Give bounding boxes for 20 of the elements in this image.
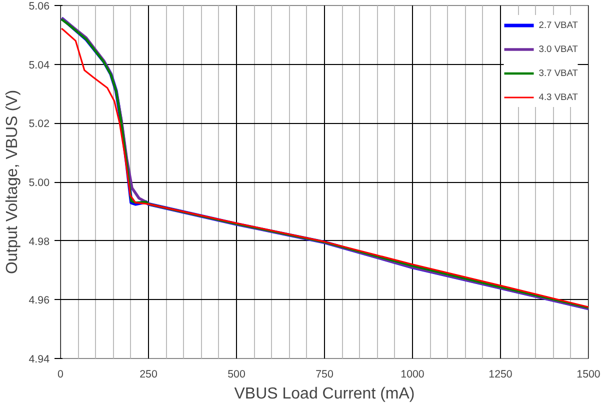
legend-label: 2.7 VBAT xyxy=(538,20,578,30)
x-tick-label: 1500 xyxy=(576,368,600,380)
x-tick-label: 500 xyxy=(228,368,246,380)
x-tick-label: 250 xyxy=(140,368,158,380)
legend-label: 4.3 VBAT xyxy=(538,92,578,102)
y-tick-label: 4.98 xyxy=(28,236,50,248)
x-tick-label: 750 xyxy=(316,368,334,380)
legend-label: 3.7 VBAT xyxy=(538,68,578,78)
y-tick-label: 5.02 xyxy=(28,118,50,130)
y-tick-label: 5.04 xyxy=(28,59,50,72)
legend-label: 3.0 VBAT xyxy=(538,44,578,54)
y-tick-label: 5.06 xyxy=(28,0,50,12)
x-tick-label: 1000 xyxy=(400,368,424,380)
y-axis-title: Output Voltage, VBUS (V) xyxy=(4,90,21,274)
y-tick-label: 5.00 xyxy=(28,177,50,189)
x-tick-label: 1250 xyxy=(488,368,512,380)
x-tick-label: 0 xyxy=(58,368,64,380)
y-tick-label: 4.94 xyxy=(28,354,50,366)
y-tick-label: 4.96 xyxy=(28,294,50,307)
x-axis-title: VBUS Load Current (mA) xyxy=(234,386,415,402)
